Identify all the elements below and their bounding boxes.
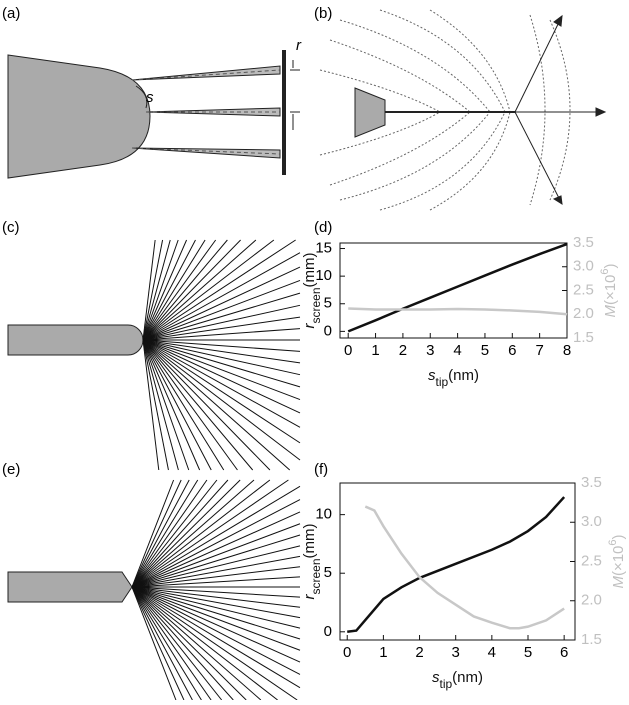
panel-label: (a) bbox=[2, 5, 20, 22]
diagram-e bbox=[8, 480, 300, 700]
diagram-a bbox=[8, 50, 300, 178]
axis-label: M(×106) bbox=[607, 534, 627, 588]
x-tick-label: 2 bbox=[399, 342, 407, 359]
series-line bbox=[348, 244, 567, 331]
axis-label: rscreen(mm) bbox=[301, 252, 323, 328]
x-tick-label: 2 bbox=[415, 644, 423, 661]
axis-label-part: tip bbox=[435, 375, 448, 389]
y-tick-label: 5 bbox=[324, 295, 332, 312]
diagram-b bbox=[320, 10, 605, 210]
ray bbox=[143, 340, 300, 413]
figure: (a) (b) (c) (d) (e) (f) s r bbox=[0, 0, 629, 700]
axis-label: M(×106) bbox=[599, 263, 619, 317]
y2-tick-label: 3.5 bbox=[573, 234, 594, 251]
x-tick-label: 6 bbox=[560, 644, 568, 661]
axis-label-part: M bbox=[602, 305, 619, 318]
ray bbox=[143, 240, 274, 340]
axis-label-part: (×10 bbox=[602, 275, 619, 305]
ray bbox=[132, 587, 300, 628]
ray bbox=[143, 340, 237, 470]
x-tick-label: 5 bbox=[481, 342, 489, 359]
y2-tick-label: 1.5 bbox=[573, 329, 594, 346]
ray bbox=[143, 340, 224, 470]
panel-label: (f) bbox=[314, 461, 328, 478]
y2-tick-label: 2.0 bbox=[573, 305, 594, 322]
axis-label-part: screen bbox=[309, 558, 323, 594]
y2-tick-label: 2.0 bbox=[581, 592, 602, 609]
ray bbox=[132, 587, 246, 700]
x-tick-label: 4 bbox=[488, 644, 496, 661]
x-tick-label: 5 bbox=[524, 644, 532, 661]
axis-label-part: (nm) bbox=[452, 669, 483, 686]
axis-label-part: tip bbox=[439, 677, 452, 691]
axis-label-part: screen bbox=[309, 287, 323, 323]
panel-label: (c) bbox=[2, 219, 20, 236]
ray bbox=[143, 240, 227, 340]
axis-label-part: (mm) bbox=[301, 252, 318, 287]
x-tick-label: 1 bbox=[371, 342, 379, 359]
panel-label: (e) bbox=[2, 461, 20, 478]
ray bbox=[143, 340, 253, 470]
ray bbox=[132, 587, 201, 700]
x-tick-label: 6 bbox=[508, 342, 516, 359]
y2-tick-label: 3.5 bbox=[581, 474, 602, 491]
ray bbox=[143, 340, 300, 460]
series-line bbox=[347, 497, 564, 632]
y2-tick-label: 2.5 bbox=[573, 281, 594, 298]
y2-tick-label: 1.5 bbox=[581, 631, 602, 648]
axis-label-part: (mm) bbox=[301, 523, 318, 558]
ray bbox=[132, 480, 228, 587]
x-tick-label: 7 bbox=[535, 342, 543, 359]
axis-label: stip(nm) bbox=[432, 669, 483, 691]
x-tick-label: 0 bbox=[343, 644, 351, 661]
x-tick-label: 4 bbox=[453, 342, 461, 359]
ray bbox=[132, 587, 192, 700]
ray bbox=[143, 267, 300, 340]
panel-label: (b) bbox=[314, 5, 332, 22]
axis-label-part: M bbox=[610, 576, 627, 589]
axis-label-part: (nm) bbox=[448, 367, 479, 384]
ray bbox=[143, 340, 200, 470]
y-tick-label: 5 bbox=[324, 564, 332, 581]
x-tick-label: 8 bbox=[563, 342, 571, 359]
axis-label-part: (×10 bbox=[610, 546, 627, 576]
axis-label-part: ) bbox=[602, 263, 619, 268]
diagram-c bbox=[8, 240, 300, 470]
axis-label: stip(nm) bbox=[428, 367, 479, 389]
y-tick-label: 10 bbox=[315, 506, 332, 523]
ray bbox=[143, 340, 300, 427]
y2-tick-label: 3.0 bbox=[573, 258, 594, 275]
plot-frame bbox=[340, 483, 575, 640]
ray bbox=[143, 240, 216, 340]
y2-tick-label: 3.0 bbox=[581, 513, 602, 530]
axis-label: rscreen(mm) bbox=[301, 523, 323, 599]
panel-label: (d) bbox=[314, 219, 332, 236]
x-tick-label: 1 bbox=[379, 644, 387, 661]
ray bbox=[143, 253, 300, 340]
x-tick-label: 0 bbox=[344, 342, 352, 359]
ray bbox=[132, 546, 300, 587]
s-label: s bbox=[146, 89, 154, 106]
axis-label-part: ) bbox=[610, 534, 627, 539]
ray bbox=[132, 587, 233, 700]
y2-tick-label: 2.5 bbox=[581, 552, 602, 569]
series-line bbox=[348, 309, 567, 315]
ray bbox=[143, 340, 270, 470]
r-label: r bbox=[296, 37, 302, 54]
y-tick-label: 0 bbox=[324, 623, 332, 640]
x-tick-label: 3 bbox=[452, 644, 460, 661]
ray bbox=[132, 480, 198, 587]
y-tick-label: 0 bbox=[324, 322, 332, 339]
ray bbox=[143, 340, 189, 470]
ray bbox=[132, 480, 240, 587]
ray bbox=[143, 340, 159, 470]
x-tick-label: 3 bbox=[426, 342, 434, 359]
